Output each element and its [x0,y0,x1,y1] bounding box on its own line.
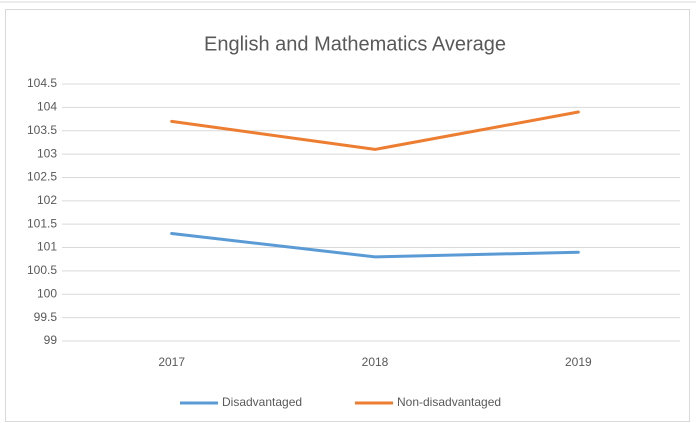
chart-title: English and Mathematics Average [204,33,506,55]
legend-label: Non-disadvantaged [397,395,501,409]
y-tick-label: 102 [37,193,57,207]
y-tick-label: 103.5 [27,123,57,137]
line-series [170,232,580,259]
y-tick-label: 100.5 [27,263,57,277]
y-tick-label: 101.5 [27,216,57,230]
y-tick-label: 100 [37,286,57,300]
y-tick-label: 104 [37,100,57,114]
y-tick-label: 103 [37,146,57,160]
y-tick-label: 101 [37,240,57,254]
x-tick-label: 2018 [362,355,389,369]
x-tick-label: 2017 [158,355,185,369]
y-tick-label: 99 [44,333,58,347]
chart-frame [5,9,690,422]
y-tick-label: 102.5 [27,170,57,184]
y-tick-label: 104.5 [27,76,57,90]
legend-label: Disadvantaged [222,395,302,409]
y-tick-label: 99.5 [34,310,58,324]
x-tick-label: 2019 [565,355,592,369]
line-series [170,110,580,151]
